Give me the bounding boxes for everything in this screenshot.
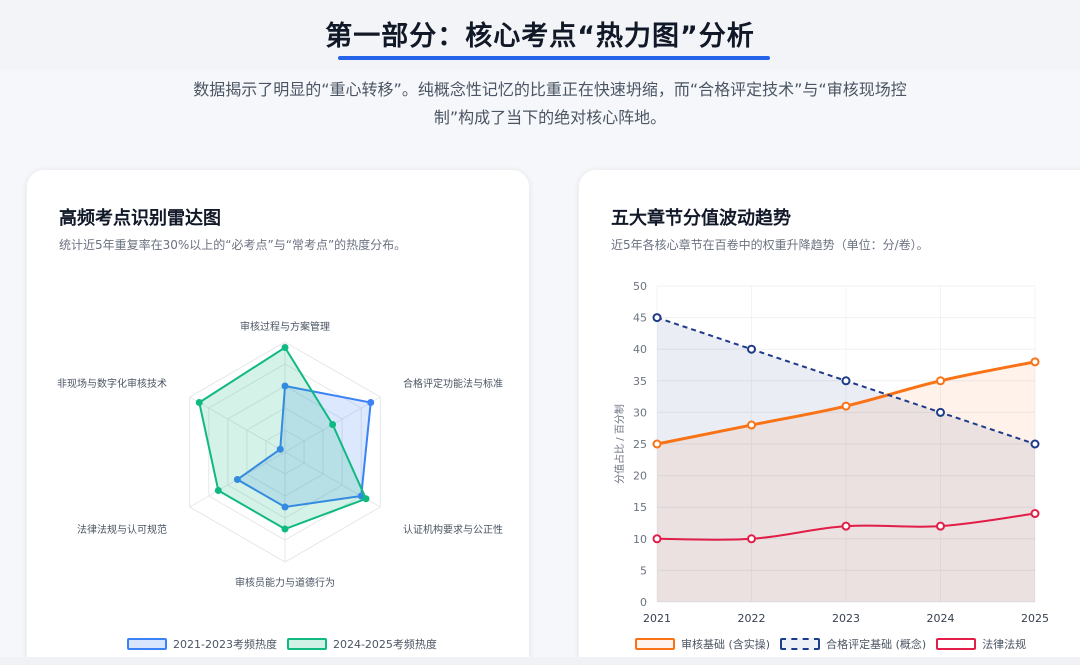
series-point: [652, 439, 662, 449]
radar-point: [329, 421, 337, 428]
radar-point: [281, 525, 289, 533]
x-tick-label: 2021: [643, 612, 671, 625]
series-point: [652, 313, 662, 323]
series-point: [841, 376, 851, 386]
y-tick-label: 10: [633, 533, 647, 546]
series-point: [936, 521, 945, 531]
x-tick-label: 2023: [832, 612, 860, 625]
y-tick-label: 15: [633, 501, 647, 514]
radar-card-title: 高频考点识别雷达图: [59, 208, 221, 229]
x-tick-label: 2022: [738, 612, 766, 625]
series-point: [841, 401, 851, 411]
x-tick-label: 2024: [927, 612, 955, 625]
legend-item[interactable]: 2021-2023考频热度: [127, 636, 277, 652]
radar-axis-label: 认证机构要求与公正性: [403, 523, 503, 536]
legend-swatch: [635, 638, 675, 650]
trend-card: 五大章节分值波动趋势 近5年各核心章节在百卷中的权重升降趋势（单位：分/卷）。 …: [578, 169, 1080, 665]
series-point: [747, 420, 756, 430]
y-tick-label: 40: [633, 343, 647, 356]
trend-card-subtitle: 近5年各核心章节在百卷中的权重升降趋势（单位：分/卷）。: [611, 238, 929, 252]
legend-label: 法律法规: [982, 638, 1027, 651]
legend-swatch: [936, 638, 977, 650]
radar-axis-label: 法律法规与认可规范: [77, 523, 167, 536]
y-tick-label: 45: [633, 312, 647, 325]
lead-paragraph: 数据揭示了明显的“重心转移”。纯概念性记忆的比重正在快速坍缩，而“合格评定技术”…: [193, 80, 907, 127]
radar-point: [233, 476, 241, 483]
radar-axis-label: 非现场与数字化审核技术: [57, 377, 167, 390]
y-tick-label: 30: [633, 406, 647, 419]
legend-swatch: [286, 638, 327, 650]
series-point: [936, 407, 945, 417]
legend-label: 2021-2023考频热度: [173, 638, 277, 651]
footer-background: [0, 657, 1080, 665]
radar-axis-label: 审核员能力与道德行为: [235, 576, 335, 589]
legend-item[interactable]: 审核基础 (含实操): [635, 636, 770, 652]
radar-axis-label: 合格评定功能法与标准: [403, 377, 503, 390]
radar-point: [281, 382, 289, 390]
y-tick-label: 25: [633, 438, 647, 451]
title-underline: [338, 56, 770, 60]
trend-legend: 审核基础 (含实操) 合格评定基础 (概念) 法律法规: [635, 636, 1036, 652]
y-tick-label: 50: [633, 280, 647, 293]
y-tick-label: 20: [633, 470, 647, 483]
series-point: [652, 534, 662, 544]
legend-swatch: [780, 638, 821, 650]
radar-point: [281, 344, 289, 351]
series-point: [936, 376, 945, 386]
radar-point: [195, 399, 203, 406]
series-point: [1030, 509, 1040, 519]
radar-card: 高频考点识别雷达图 统计近5年重复率在30%以上的“必考点”与“常考点”的热度分…: [26, 169, 530, 665]
legend-label: 合格评定基础 (概念): [826, 638, 927, 651]
radar-spoke: [189, 396, 286, 453]
y-tick-label: 0: [640, 596, 647, 609]
legend-item[interactable]: 2024-2025考频热度: [286, 636, 437, 652]
legend-swatch: [127, 638, 167, 650]
radar-axis-label: 审核过程与方案管理: [240, 320, 330, 333]
radar-point: [281, 503, 289, 511]
trend-card-title: 五大章节分值波动趋势: [611, 208, 791, 229]
radar-point: [276, 445, 284, 453]
series-area: [657, 317, 1035, 602]
series-point: [841, 521, 851, 531]
y-axis-label: 分值占比 / 百分制: [613, 404, 626, 484]
radar-point: [367, 399, 375, 406]
radar-legend: 2021-2023考频热度 2024-2025考频热度: [127, 636, 447, 652]
legend-item[interactable]: 法律法规: [936, 636, 1026, 652]
series-point: [1030, 357, 1040, 367]
series-point: [747, 534, 756, 544]
y-tick-label: 5: [640, 564, 647, 577]
radar-point: [214, 487, 222, 494]
radar-card-subtitle: 统计近5年重复率在30%以上的“必考点”与“常考点”的热度分布。: [59, 238, 407, 252]
legend-label: 2024-2025考频热度: [332, 638, 437, 651]
x-tick-label: 2025: [1021, 612, 1049, 625]
page-title: 第一部分：核心考点“热力图”分析: [325, 21, 755, 52]
legend-label: 审核基础 (含实操): [681, 638, 771, 651]
series-point: [747, 344, 756, 354]
legend-item[interactable]: 合格评定基础 (概念): [780, 636, 926, 652]
y-tick-label: 35: [633, 375, 647, 388]
series-point: [1030, 439, 1040, 449]
radar-point: [362, 495, 370, 503]
